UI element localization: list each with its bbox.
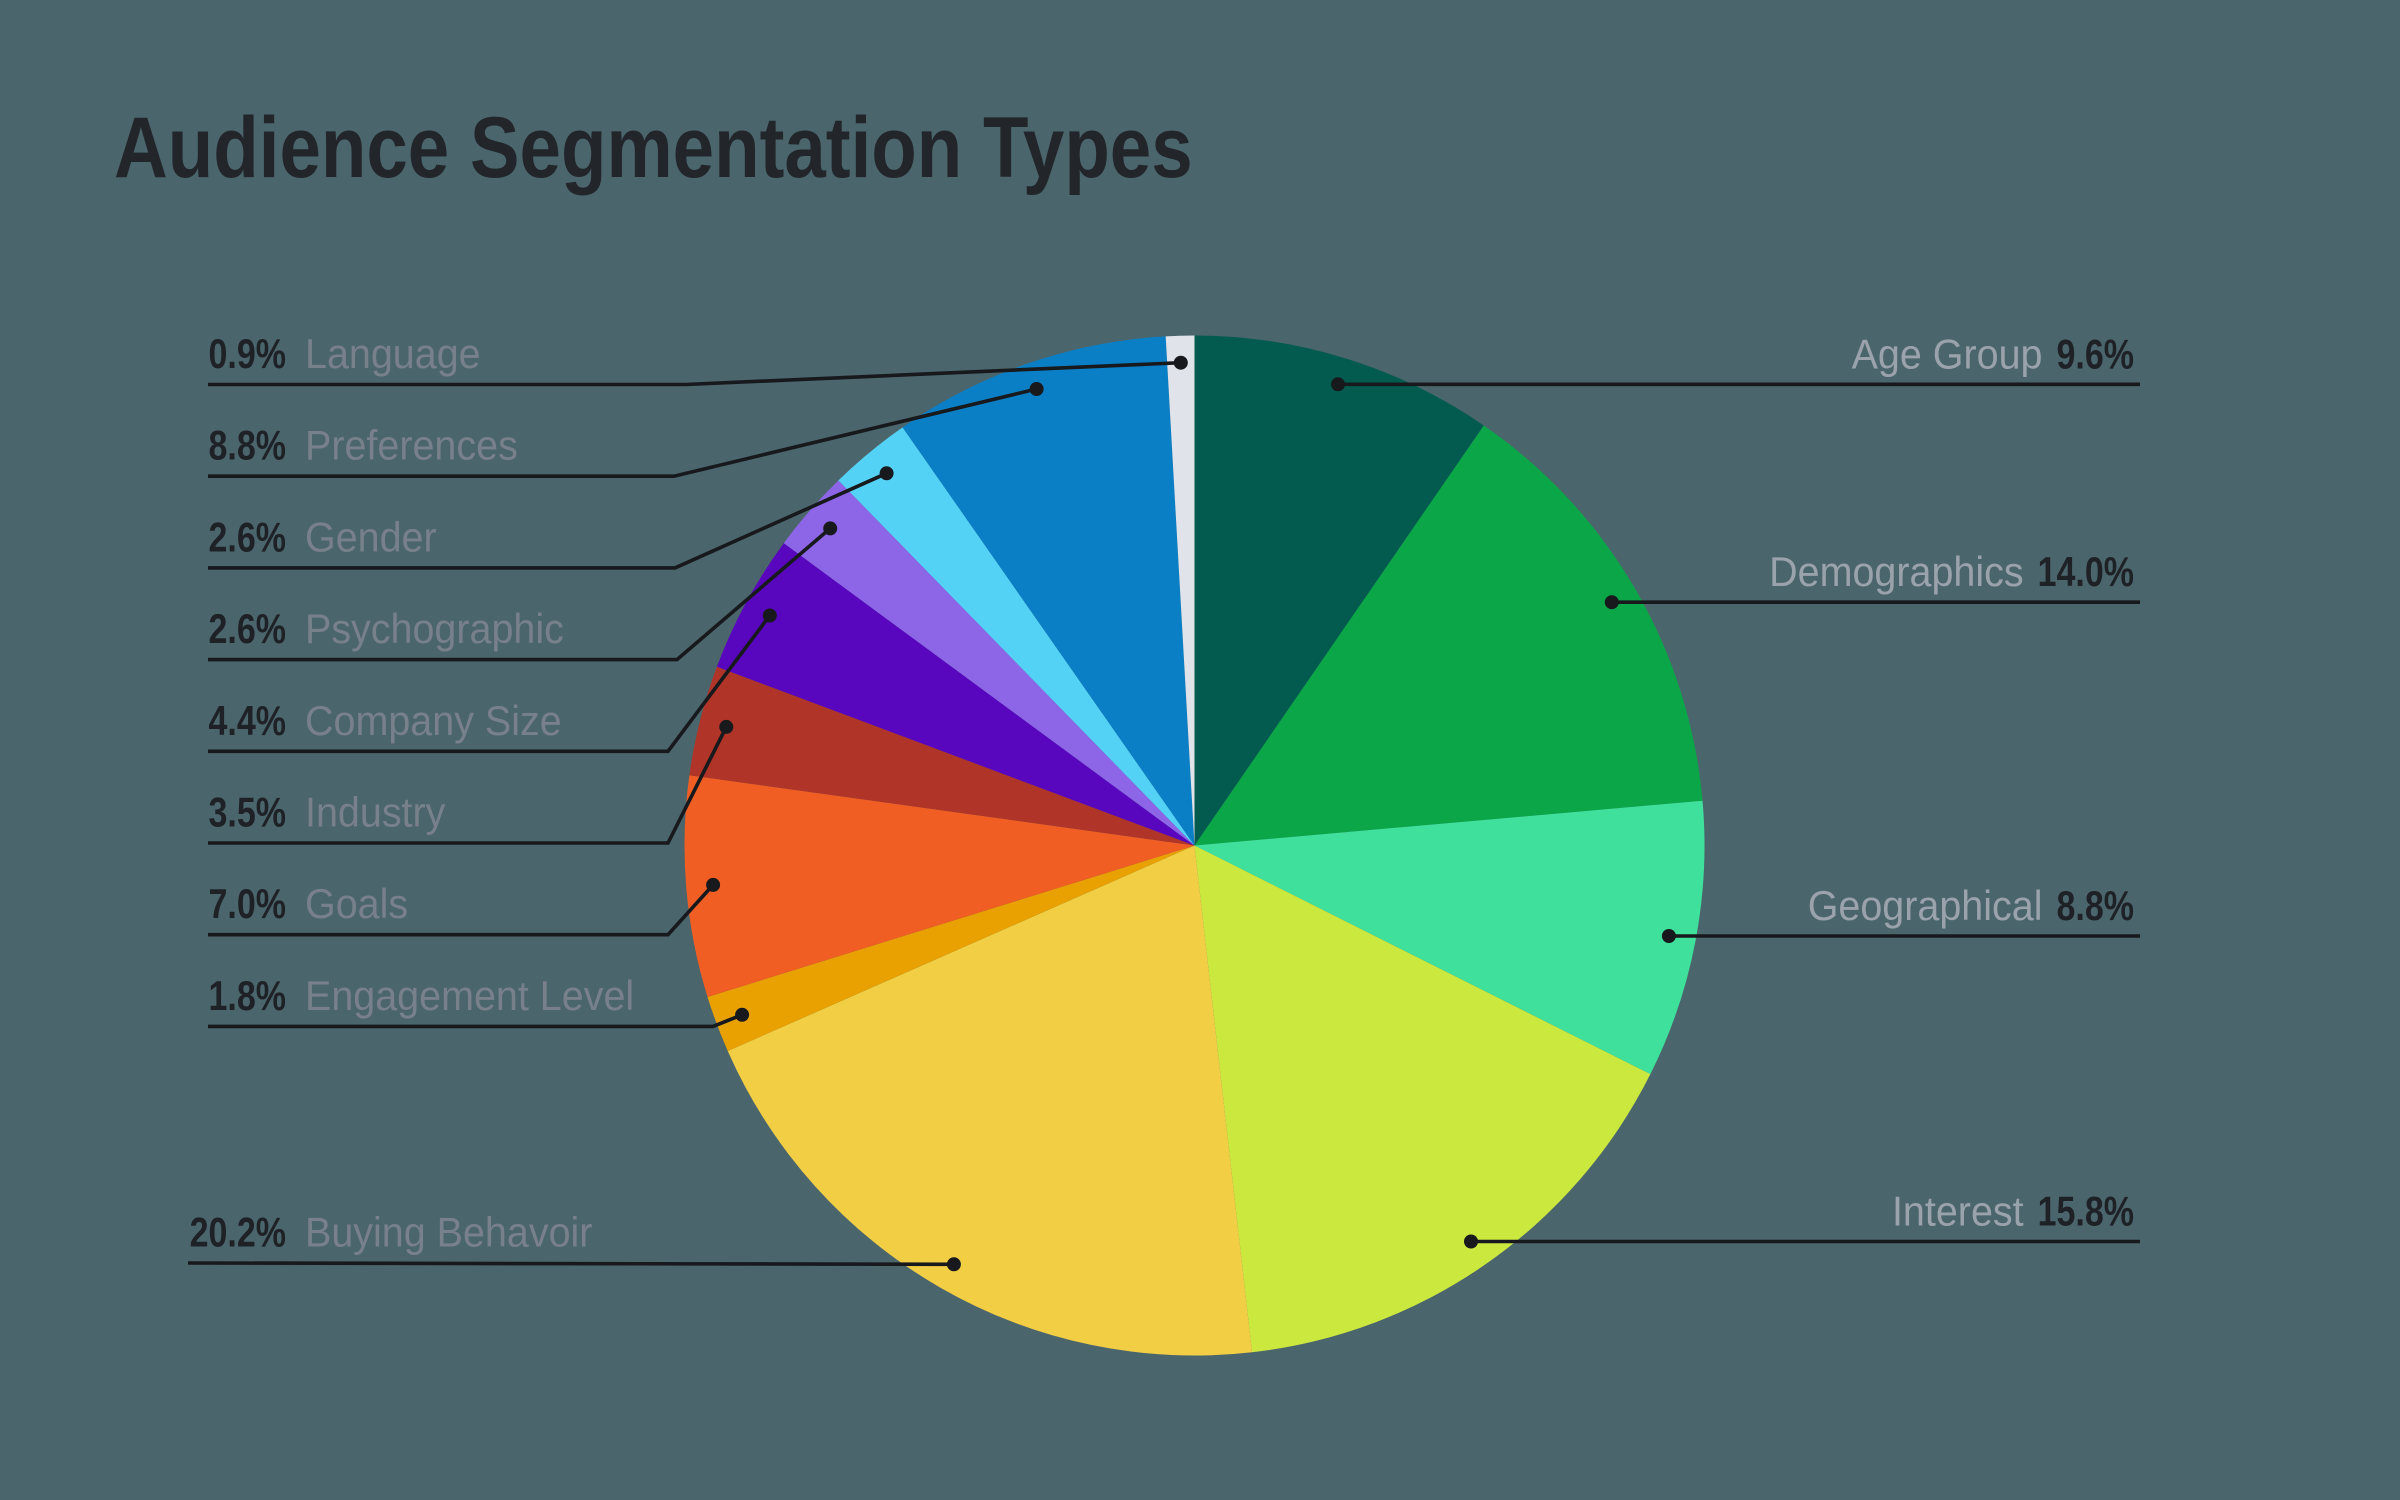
svg-text:Geographical: Geographical bbox=[1808, 882, 2043, 929]
svg-text:15.8%: 15.8% bbox=[2038, 1188, 2134, 1235]
svg-text:7.0%: 7.0% bbox=[208, 881, 286, 928]
svg-text:0.9%: 0.9% bbox=[208, 331, 286, 378]
svg-text:Gender: Gender bbox=[305, 513, 437, 560]
svg-text:Language: Language bbox=[305, 330, 481, 377]
svg-text:Psychographic: Psychographic bbox=[305, 605, 564, 652]
svg-text:14.0%: 14.0% bbox=[2038, 549, 2134, 596]
svg-text:Buying Behavoir: Buying Behavoir bbox=[305, 1208, 592, 1255]
svg-text:Company Size: Company Size bbox=[305, 697, 562, 744]
svg-text:Goals: Goals bbox=[305, 880, 408, 927]
svg-text:Audience Segmentation Types: Audience Segmentation Types bbox=[114, 100, 1193, 196]
svg-text:2.6%: 2.6% bbox=[208, 514, 286, 561]
svg-text:20.2%: 20.2% bbox=[190, 1209, 286, 1256]
svg-text:Industry: Industry bbox=[305, 788, 446, 835]
svg-text:Demographics: Demographics bbox=[1769, 548, 2023, 595]
svg-text:1.8%: 1.8% bbox=[208, 973, 286, 1020]
svg-text:Engagement Level: Engagement Level bbox=[305, 972, 634, 1019]
svg-text:8.8%: 8.8% bbox=[208, 422, 286, 469]
svg-text:Interest: Interest bbox=[1892, 1187, 2024, 1234]
svg-text:8.8%: 8.8% bbox=[2056, 883, 2134, 930]
svg-text:3.5%: 3.5% bbox=[208, 789, 286, 836]
svg-text:Preferences: Preferences bbox=[305, 422, 518, 469]
svg-text:Age Group: Age Group bbox=[1852, 330, 2043, 377]
svg-text:4.4%: 4.4% bbox=[208, 697, 286, 744]
svg-text:9.6%: 9.6% bbox=[2056, 331, 2134, 378]
svg-text:2.6%: 2.6% bbox=[208, 606, 286, 653]
